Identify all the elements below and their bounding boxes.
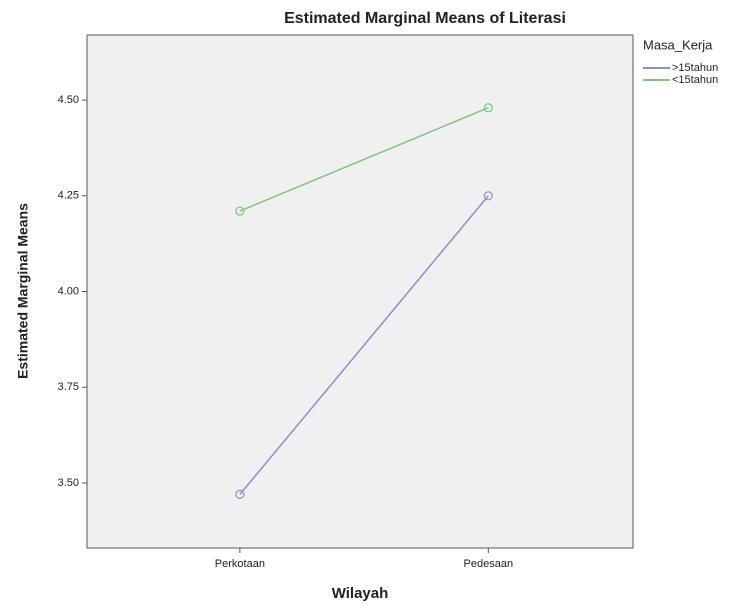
series-line [239, 195, 489, 495]
data-point [483, 191, 493, 201]
data-point [235, 489, 245, 500]
legend-label: <15tahun [672, 74, 718, 86]
x-tick-label: Perkotaan [215, 558, 265, 570]
chart-title: Estimated Marginal Means of Literasi [284, 10, 566, 27]
y-tick-label: 4.50 [58, 94, 79, 106]
data-point [483, 103, 493, 113]
plot-area [86, 34, 634, 549]
y-tick-label: 4.25 [58, 190, 79, 202]
legend-title: Masa_Kerja [643, 37, 713, 52]
y-tick-label: 4.00 [58, 285, 79, 297]
x-tick-label: Pedesaan [464, 558, 514, 570]
series-line [239, 107, 489, 212]
legend-label: >15tahun [672, 62, 718, 74]
x-axis-label: Wilayah [332, 585, 389, 602]
y-axis-label: Estimated Marginal Means [15, 203, 31, 379]
data-point [235, 206, 245, 216]
y-tick-label: 3.75 [58, 381, 79, 393]
y-tick-label: 3.50 [58, 477, 79, 489]
